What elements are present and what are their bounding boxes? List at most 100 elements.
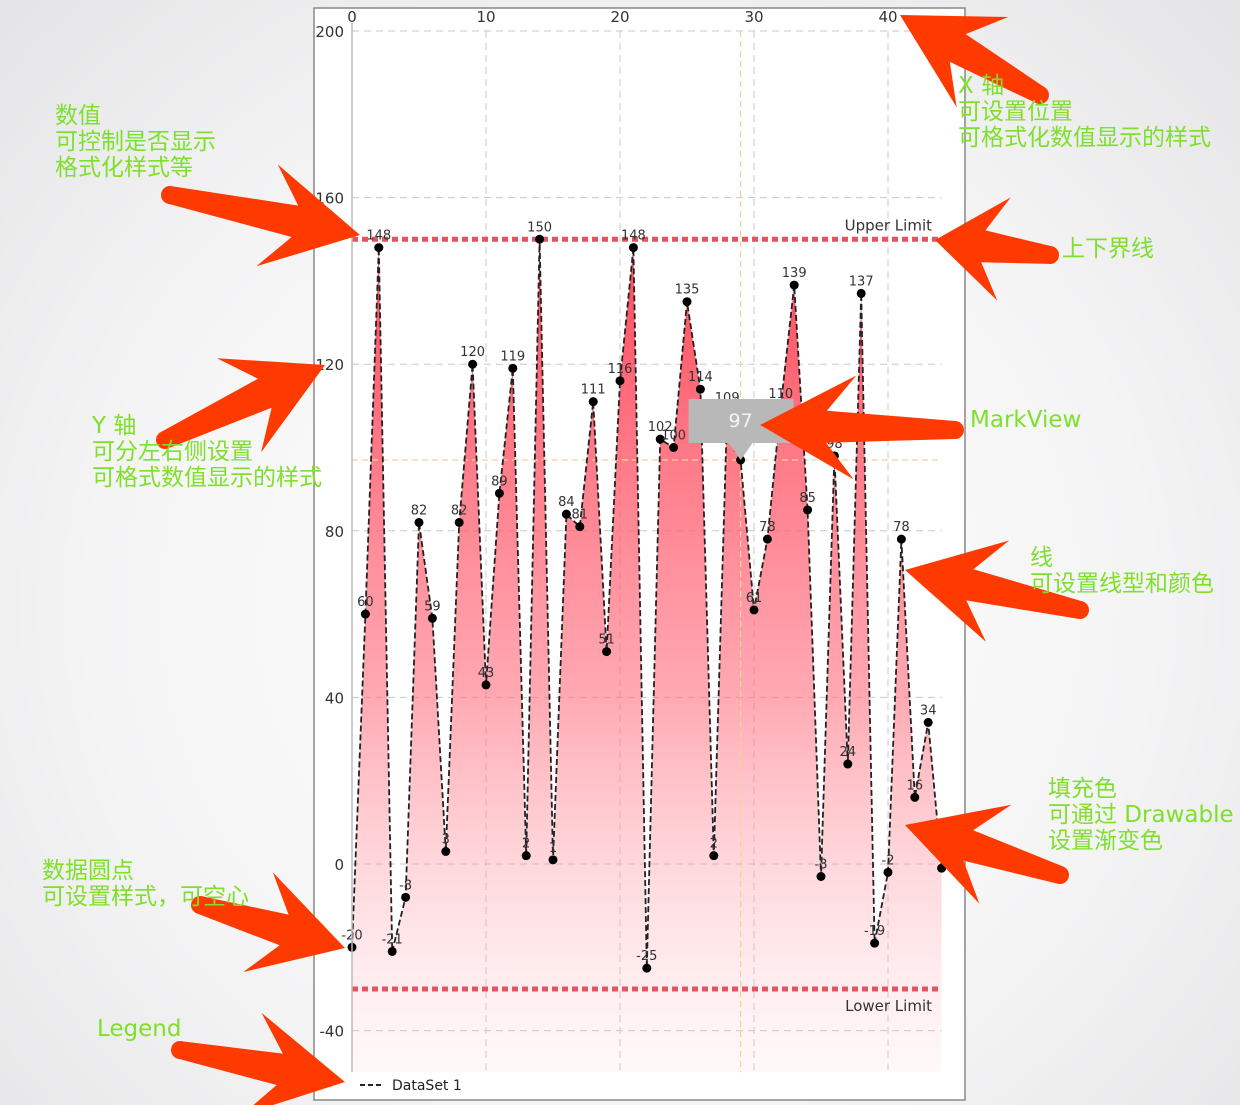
- y-tick-label: -40: [320, 1023, 345, 1041]
- value-label: 89: [491, 474, 508, 489]
- value-label: 1: [549, 841, 557, 856]
- annotation-values: 数值 可控制是否显示 格式化样式等: [55, 103, 216, 181]
- arrow-tail: [1041, 246, 1059, 264]
- limit-lines: Upper Limit Lower Limit: [352, 216, 942, 1015]
- value-label: 78: [893, 520, 910, 535]
- annotation-line: 线可设置线型和颜色: [1030, 545, 1214, 597]
- data-point: [535, 234, 545, 244]
- value-label: 114: [688, 370, 713, 385]
- data-point: [642, 963, 652, 973]
- value-label: 60: [357, 595, 374, 610]
- value-label: -8: [399, 878, 412, 893]
- arrow-icon: [760, 375, 956, 480]
- arrow-tail: [1051, 866, 1069, 884]
- value-label: 59: [424, 599, 441, 614]
- y-tick-label: 200: [315, 23, 344, 41]
- data-point: [695, 384, 705, 394]
- annotation-markview: MarkView: [970, 407, 1081, 433]
- annotation-line: 数据圆点: [42, 858, 134, 884]
- arrow-icon: [905, 540, 1082, 642]
- data-point: [561, 509, 571, 519]
- annotation-line: 填充色: [1048, 776, 1117, 802]
- data-point: [441, 847, 451, 857]
- annotation-limit-lines: 上下界线: [1062, 236, 1154, 262]
- data-point: [816, 871, 826, 881]
- data-point: [427, 613, 437, 623]
- arrow-tail: [161, 186, 179, 204]
- arrow-tail: [946, 421, 964, 439]
- y-tick-label: 80: [325, 523, 344, 541]
- x-tick-label: 20: [610, 8, 629, 26]
- value-label: 120: [460, 345, 485, 360]
- value-label: 61: [746, 591, 763, 606]
- value-label: 81: [572, 508, 589, 523]
- limit-label: Upper Limit: [845, 216, 932, 234]
- value-label: 148: [621, 229, 646, 244]
- arrow-tail: [171, 1041, 189, 1059]
- annotation-x-axis: X 轴可设置位置 可格式化数值显示的样式: [958, 73, 1211, 151]
- arrow-tail: [1031, 86, 1049, 104]
- data-point: [575, 522, 585, 532]
- arrow-tail: [1071, 601, 1089, 619]
- x-tick-label: 0: [347, 8, 357, 26]
- data-point: [749, 605, 759, 615]
- x-tick-label: 30: [744, 8, 763, 26]
- data-point: [374, 243, 384, 253]
- data-point: [803, 505, 813, 515]
- arrow-icon: [197, 872, 345, 973]
- annotation-line: 可分左右侧设置: [92, 439, 253, 465]
- value-label: 78: [759, 520, 776, 535]
- annotation-fill: 填充色 可通过 Drawable 设置渐变色: [1048, 776, 1234, 854]
- value-label: 111: [581, 383, 606, 398]
- data-point: [548, 855, 558, 865]
- annotation-line: 线: [1030, 545, 1053, 571]
- annotation-line: 可设置位置: [958, 99, 1073, 125]
- value-label: 34: [920, 703, 937, 718]
- x-tick-label: 10: [476, 8, 495, 26]
- annotation-line: 可控制是否显示: [55, 129, 216, 155]
- value-label: 85: [799, 491, 816, 506]
- arrow-icon: [178, 1012, 345, 1105]
- value-label: -2: [882, 853, 895, 868]
- value-label: 43: [478, 666, 495, 681]
- series-polyline: [351, 239, 943, 969]
- value-label: -25: [636, 949, 657, 964]
- annotation-line: 可格式数值显示的样式: [92, 465, 322, 491]
- value-label: -21: [382, 932, 403, 947]
- y-tick-label: 40: [325, 689, 344, 707]
- arrow-icon: [168, 164, 360, 267]
- annotation-line: 可设置样式，可空心: [42, 884, 249, 910]
- value-label: 139: [782, 266, 807, 281]
- annotation-line: 可通过 Drawable: [1048, 802, 1234, 828]
- data-point: [401, 892, 411, 902]
- annotation-line: 可格式化数值显示的样式: [958, 125, 1211, 151]
- limit-label: Lower Limit: [845, 997, 932, 1015]
- data-point: [789, 280, 799, 290]
- markview-text: 97: [729, 410, 753, 432]
- value-label: 51: [598, 633, 615, 648]
- value-label: -3: [815, 857, 828, 872]
- data-point: [588, 397, 598, 407]
- data-point: [615, 376, 625, 386]
- value-label: 119: [500, 349, 525, 364]
- value-label: 102: [648, 420, 673, 435]
- data-point: [709, 851, 719, 861]
- arrow-icon: [935, 197, 1052, 301]
- value-label: 116: [608, 362, 633, 377]
- y-tick-label: 120: [315, 356, 344, 374]
- annotation-legend: Legend: [97, 1016, 182, 1042]
- markview-box: [688, 398, 794, 460]
- arrow-tail: [156, 431, 174, 449]
- y-tick-label: 0: [334, 856, 344, 874]
- value-label: 16: [907, 778, 924, 793]
- annotation-line: 设置渐变色: [1048, 828, 1163, 854]
- annotation-line: X 轴: [958, 73, 1005, 99]
- annotation-line: 格式化样式等: [55, 155, 193, 181]
- value-label: 2: [710, 837, 718, 852]
- data-point: [655, 434, 665, 444]
- value-label: -19: [864, 924, 885, 939]
- value-label: 24: [840, 745, 857, 760]
- value-label: 137: [849, 274, 874, 289]
- arrow-icon: [161, 358, 325, 453]
